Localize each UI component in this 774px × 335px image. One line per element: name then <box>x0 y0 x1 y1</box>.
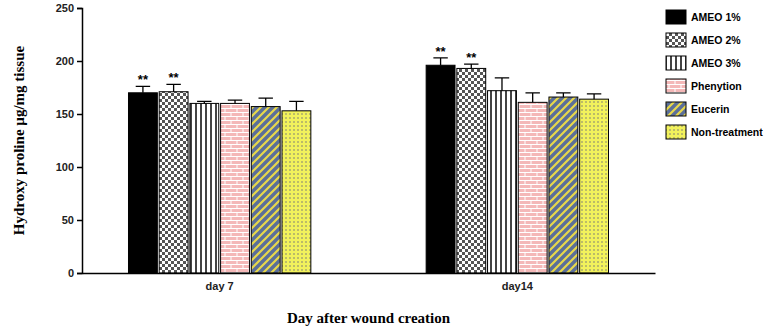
legend-label: Eucerin <box>691 103 730 115</box>
legend-swatch <box>666 56 686 70</box>
bar <box>426 65 455 273</box>
bar <box>159 92 188 273</box>
error-bar <box>433 58 447 65</box>
annotation: ** <box>138 72 149 87</box>
x-axis-title: Day after wound creation <box>287 310 451 326</box>
error-bar <box>587 94 601 99</box>
error-bar <box>197 101 211 103</box>
y-tick-mark <box>77 8 82 10</box>
y-tick: 150 <box>56 108 82 120</box>
y-tick-mark <box>77 273 82 275</box>
y-tick-label: 50 <box>62 214 74 226</box>
y-tick-mark <box>77 167 82 169</box>
bar <box>251 107 280 273</box>
legend-label: Phenytion <box>691 80 742 92</box>
y-tick-label: 150 <box>56 108 74 120</box>
y-tick: 100 <box>56 161 82 173</box>
chart: ** ** ** ** 0 50 100 150 200 250 day 7 day14 Hydroxy… <box>0 0 774 335</box>
y-tick-mark <box>77 220 82 222</box>
x-tick: day 7 <box>206 273 234 292</box>
bar <box>457 68 486 273</box>
error-bar <box>495 78 509 91</box>
legend-swatch <box>666 125 686 139</box>
y-axis: 0 50 100 150 200 250 <box>56 2 83 279</box>
y-tick-mark <box>77 61 82 63</box>
y-tick: 50 <box>62 214 82 226</box>
series <box>190 78 517 273</box>
error-bar <box>525 93 539 103</box>
annotation: ** <box>169 70 180 85</box>
error-bar <box>289 101 303 111</box>
annotation: ** <box>466 50 477 65</box>
legend-swatch <box>666 33 686 47</box>
bar <box>221 103 250 273</box>
bar <box>282 111 311 273</box>
bar <box>580 99 609 273</box>
bar <box>549 97 578 273</box>
legend-swatch <box>666 10 686 24</box>
legend-label: Non-treatment <box>691 126 763 138</box>
error-bar <box>166 84 180 91</box>
error-bar <box>259 98 273 106</box>
x-axis-line <box>83 273 656 275</box>
y-axis-line <box>77 9 83 274</box>
legend-label: AMEO 2% <box>691 34 741 46</box>
annotation: ** <box>436 44 447 59</box>
bar <box>488 91 517 273</box>
legend: AMEO 1% AMEO 2% AMEO 3% Phenytion Eucerin Non… <box>666 10 763 139</box>
annotations: ** ** ** ** <box>138 44 477 88</box>
bar <box>190 103 219 273</box>
y-tick: 200 <box>56 55 82 67</box>
y-tick-label: 100 <box>56 161 74 173</box>
y-tick-label: 250 <box>56 2 74 14</box>
x-tick-label: day14 <box>502 280 534 292</box>
series <box>251 93 578 273</box>
legend-swatch <box>666 102 686 116</box>
x-axis: day 7 day14 <box>83 273 656 292</box>
y-axis-title: Hydroxy proline µg/mg tissue <box>11 45 27 235</box>
bar <box>518 102 547 273</box>
y-tick-label: 0 <box>68 267 74 279</box>
y-tick: 250 <box>56 2 82 14</box>
error-bar <box>556 93 570 97</box>
x-tick-label: day 7 <box>206 280 234 292</box>
series <box>128 58 455 273</box>
x-tick: day14 <box>502 273 534 292</box>
legend-swatch <box>666 79 686 93</box>
y-tick-mark <box>77 114 82 116</box>
y-tick: 0 <box>68 267 82 279</box>
series <box>159 64 486 273</box>
legend-label: AMEO 1% <box>691 11 741 23</box>
plot-area <box>128 58 608 273</box>
legend-label: AMEO 3% <box>691 57 741 69</box>
y-tick-label: 200 <box>56 55 74 67</box>
error-bar <box>228 100 242 103</box>
series <box>221 93 548 273</box>
series <box>282 94 609 273</box>
bar <box>128 93 157 273</box>
